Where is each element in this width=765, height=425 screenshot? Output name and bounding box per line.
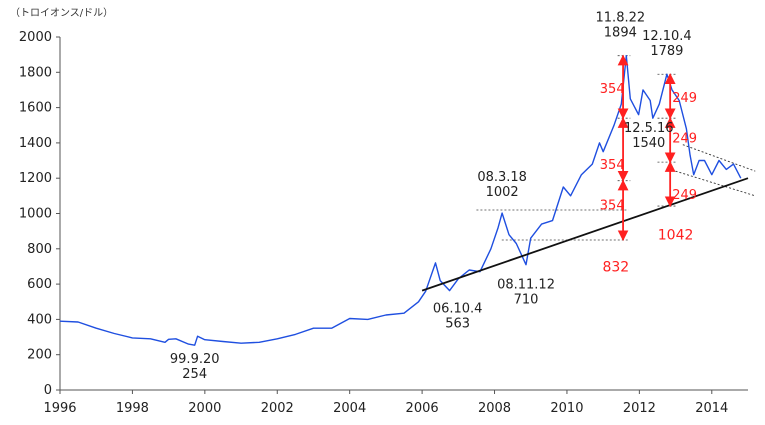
peak-value-label: 1789 — [650, 44, 683, 59]
peak-value-label: 1002 — [486, 185, 519, 200]
y-tick-label: 1800 — [19, 65, 52, 80]
y-tick-label: 1000 — [19, 207, 52, 222]
range-arrow-label: 354 — [600, 199, 625, 214]
peak-value-label: 563 — [445, 317, 470, 332]
peak-value-label: 1540 — [632, 136, 665, 151]
gold-price-line — [59, 55, 742, 346]
peak-date-label: 08.3.18 — [477, 170, 527, 185]
x-tick-label: 2004 — [333, 401, 366, 416]
y-tick-label: 800 — [27, 242, 52, 257]
peak-value-label: 710 — [514, 293, 539, 308]
y-tick-label: 600 — [27, 277, 52, 292]
x-tick-label: 2006 — [406, 401, 439, 416]
y-tick-label: 1600 — [19, 101, 52, 116]
x-tick-label: 2000 — [188, 401, 221, 416]
range-arrow-label: 249 — [672, 132, 697, 147]
peak-date-label: 06.10.4 — [433, 302, 483, 317]
peak-date-label: 99.9.20 — [170, 352, 220, 367]
peak-date-label: 12.5.16 — [624, 121, 674, 136]
y-unit-label: （トロイオンス/ドル） — [10, 7, 113, 19]
range-arrow-label: 249 — [672, 91, 697, 106]
peak-value-label: 254 — [182, 367, 207, 382]
range-arrow-label: 249 — [672, 188, 697, 203]
peak-date-label: 11.8.22 — [596, 11, 646, 26]
channel-line — [675, 170, 756, 197]
y-tick-label: 0 — [44, 383, 52, 398]
peak-value-label: 1894 — [604, 26, 637, 41]
range-arrow-label: 354 — [600, 158, 625, 173]
target-level-label: 832 — [602, 259, 629, 275]
y-tick-label: 400 — [27, 312, 52, 327]
x-tick-label: 2014 — [695, 401, 728, 416]
x-tick-label: 2012 — [623, 401, 656, 416]
channel-line — [682, 144, 756, 172]
x-tick-label: 1998 — [116, 401, 149, 416]
y-tick-label: 1200 — [19, 171, 52, 186]
peak-date-label: 08.11.12 — [497, 278, 555, 293]
support-trend-line — [421, 177, 749, 292]
x-tick-label: 2002 — [261, 401, 294, 416]
x-tick-label: 1996 — [43, 401, 76, 416]
x-tick-label: 2008 — [478, 401, 511, 416]
x-tick-label: 2010 — [550, 401, 583, 416]
y-tick-label: 1400 — [19, 136, 52, 151]
range-arrow-label: 354 — [600, 82, 625, 97]
peak-date-label: 12.10.4 — [642, 29, 692, 44]
plot-area: 0 200 400 600 800 1000 1200 1400 1600 1800 2000 199… — [19, 11, 756, 416]
target-level-label: 1042 — [658, 228, 694, 244]
y-tick-label: 2000 — [19, 30, 52, 45]
y-tick-label: 200 — [27, 348, 52, 363]
